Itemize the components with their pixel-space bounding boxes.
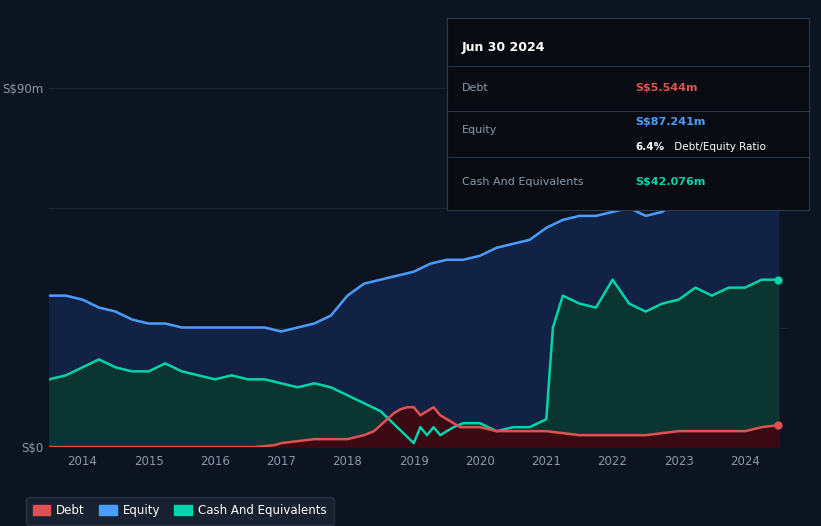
Text: Jun 30 2024: Jun 30 2024 (462, 42, 545, 55)
Text: Debt/Equity Ratio: Debt/Equity Ratio (672, 142, 766, 152)
Text: 6.4%: 6.4% (635, 142, 664, 152)
Text: Cash And Equivalents: Cash And Equivalents (462, 177, 584, 187)
Text: S$5.544m: S$5.544m (635, 83, 698, 93)
Text: Debt: Debt (462, 83, 488, 93)
Text: S$87.241m: S$87.241m (635, 117, 706, 127)
Text: S$42.076m: S$42.076m (635, 177, 706, 187)
Legend: Debt, Equity, Cash And Equivalents: Debt, Equity, Cash And Equivalents (25, 498, 333, 524)
Text: Equity: Equity (462, 125, 498, 135)
